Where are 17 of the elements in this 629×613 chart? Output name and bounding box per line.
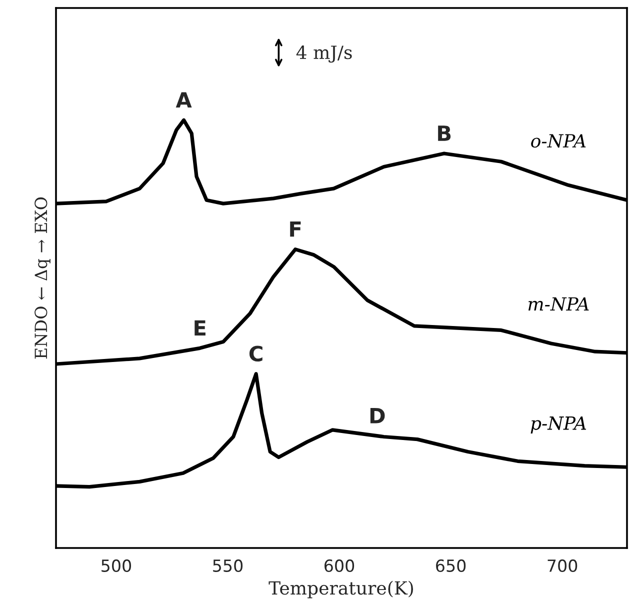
x-tick-label: 600 — [324, 559, 354, 572]
series-label: p-NPA — [530, 416, 586, 434]
annotation: E — [194, 320, 206, 336]
annotation: B — [438, 126, 451, 141]
text: 4 mJ/s — [296, 45, 352, 63]
x-tick-label: 650 — [436, 559, 466, 572]
series-label: m-NPA — [528, 297, 589, 311]
annotation: A — [176, 92, 192, 108]
annotation: F — [290, 221, 301, 237]
annotation: C — [249, 346, 262, 362]
y-axis-title: ENDO ← Δq → EXO — [34, 197, 50, 359]
x-axis-title: Temperature(K) — [268, 580, 414, 598]
series-label: o-NPA — [531, 134, 586, 148]
x-tick-label: 550 — [213, 559, 243, 572]
annotation: D — [370, 408, 385, 424]
x-tick-label: 500 — [102, 559, 132, 572]
x-tick-label: 700 — [548, 559, 578, 572]
